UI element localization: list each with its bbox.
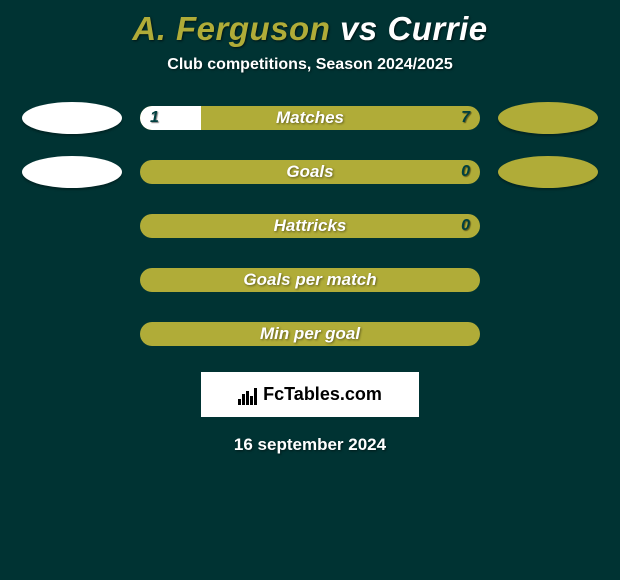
left-ellipse: [22, 102, 122, 134]
stat-label: Matches: [276, 108, 344, 128]
left-ellipse: [22, 156, 122, 188]
left-ellipse-placeholder: [22, 318, 122, 350]
right-ellipse-placeholder: [498, 210, 598, 242]
stat-value-right: 7: [461, 109, 470, 127]
stat-label: Goals per match: [243, 270, 376, 290]
right-ellipse: [498, 102, 598, 134]
logo-box: FcTables.com: [201, 372, 419, 417]
logo-text: FcTables.com: [263, 384, 382, 405]
right-ellipse-placeholder: [498, 264, 598, 296]
date-text: 16 september 2024: [0, 435, 620, 455]
page-title: A. Ferguson vs Currie: [0, 0, 620, 48]
stat-bar: Hattricks 0: [140, 214, 480, 238]
title-vs: vs: [340, 10, 378, 47]
right-ellipse-placeholder: [498, 318, 598, 350]
stats-container: Matches 1 7 Goals 0 Hattricks 0 Goals per match…: [0, 102, 620, 350]
stat-bar: Min per goal: [140, 322, 480, 346]
stat-row: Matches 1 7: [0, 102, 620, 134]
right-ellipse: [498, 156, 598, 188]
stat-value-left: 1: [150, 109, 159, 127]
stat-value-right: 0: [461, 217, 470, 235]
stat-row: Goals 0: [0, 156, 620, 188]
stat-bar: Goals 0: [140, 160, 480, 184]
stat-label: Goals: [286, 162, 333, 182]
title-player1: A. Ferguson: [132, 10, 330, 47]
bars-icon: [238, 385, 257, 405]
stat-row: Goals per match: [0, 264, 620, 296]
stat-bar: Matches 1 7: [140, 106, 480, 130]
stat-label: Hattricks: [274, 216, 347, 236]
stat-value-right: 0: [461, 163, 470, 181]
title-player2: Currie: [387, 10, 487, 47]
left-ellipse-placeholder: [22, 210, 122, 242]
stat-row: Hattricks 0: [0, 210, 620, 242]
stat-label: Min per goal: [260, 324, 360, 344]
stat-bar: Goals per match: [140, 268, 480, 292]
subtitle: Club competitions, Season 2024/2025: [0, 56, 620, 74]
stat-row: Min per goal: [0, 318, 620, 350]
left-ellipse-placeholder: [22, 264, 122, 296]
